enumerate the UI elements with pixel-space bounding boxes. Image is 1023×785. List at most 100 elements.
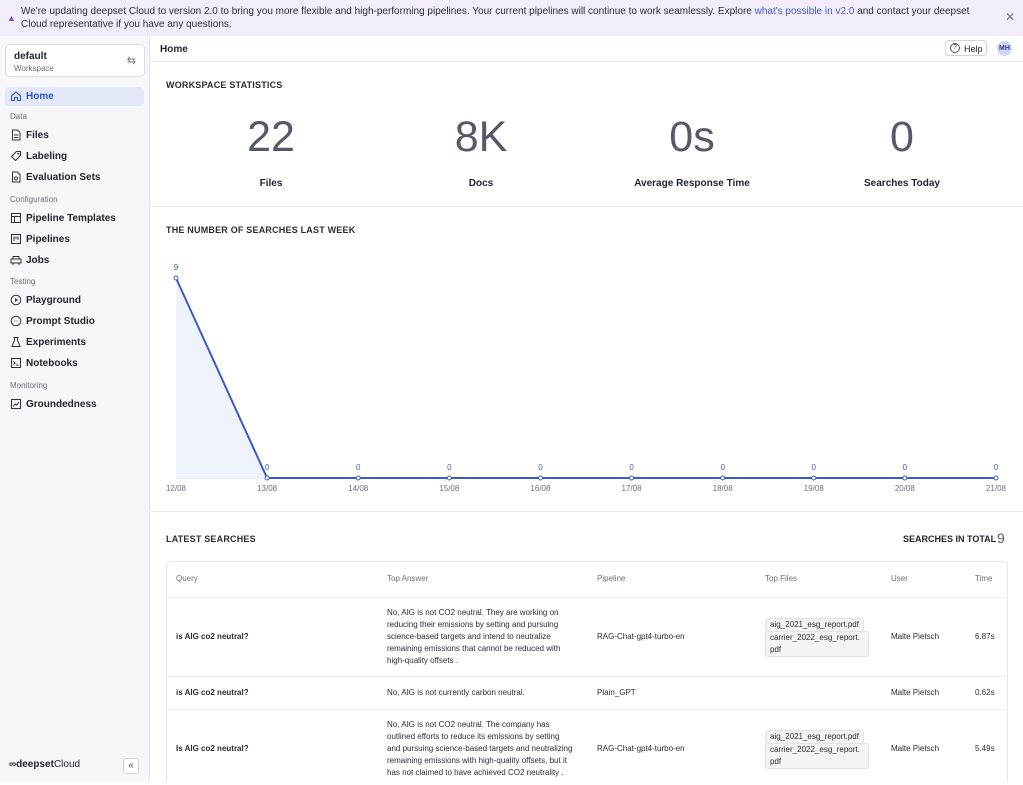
x-tick-label: 18/08: [713, 484, 734, 493]
data-point: [902, 475, 908, 481]
x-tick-label: 12/08: [166, 484, 187, 493]
play-icon: [10, 294, 22, 306]
template-icon: [11, 213, 21, 223]
column-header-pipeline: Pipeline: [597, 574, 626, 583]
file-chip-name-cont: pdf: [770, 645, 782, 654]
x-tick-label: 16/08: [530, 484, 551, 493]
question-icon: ?: [950, 43, 960, 53]
sidebar-item-label: Groundedness: [26, 399, 97, 410]
data-point: [264, 475, 270, 481]
data-point: [355, 475, 361, 481]
searches-chart: 9 12/08 0 13/08 0 14/08 0 15/08 0 16/08 0 17/08 0 18/…: [166, 263, 1007, 493]
file-chip-name: carrier_2022_esg_report.: [770, 633, 860, 642]
link-logo-icon: ∞: [9, 759, 17, 770]
sidebar-item-label: Playground: [26, 295, 82, 306]
sidebar-item-label: Prompt Studio: [26, 316, 95, 327]
brand-name: deepset: [16, 759, 54, 770]
x-tick-label: 19/08: [804, 484, 825, 493]
banner-text-start: We're updating deepset Cloud to version …: [21, 6, 755, 17]
sidebar-item-prompt-studio[interactable]: Prompt Studio: [5, 312, 144, 331]
file-chip[interactable]: aig_2021_esg_report.pdf: [765, 730, 864, 744]
file-chip-name: aig_2021_esg_report.pdf: [770, 732, 859, 741]
table-row[interactable]: is AIG co2 neutral? No, AIG is not CO2 n…: [167, 597, 1007, 676]
workspace-label: Workspace: [14, 64, 54, 73]
close-icon[interactable]: ✕: [1004, 10, 1015, 24]
help-label: Help: [964, 44, 983, 54]
sidebar-item-labeling[interactable]: Labeling: [5, 147, 144, 166]
sidebar-item-label: Pipelines: [26, 234, 70, 245]
answer-line: remaining emissions that cannot be reduc…: [387, 644, 561, 653]
file-chip[interactable]: carrier_2022_esg_report. pdf: [765, 743, 869, 769]
brand-suffix: Cloud: [53, 759, 81, 770]
user-cell: Malte Pietsch: [891, 632, 940, 641]
x-tick-label: 13/08: [257, 484, 278, 493]
sidebar-item-label: Notebooks: [26, 358, 78, 369]
double-chevron-left-icon: «: [128, 760, 134, 771]
sidebar-section-monitoring: Monitoring: [10, 381, 48, 390]
latest-searches-heading: LATEST SEARCHES: [166, 534, 256, 544]
home-icon: [10, 91, 22, 102]
sidebar-item-pipeline-templates[interactable]: Pipeline Templates: [5, 209, 144, 228]
sidebar-item-label: Labeling: [26, 151, 68, 162]
answer-line: science-based targets and intend to neut…: [387, 632, 551, 641]
series-line: [175, 277, 996, 479]
data-label: 0: [903, 463, 908, 472]
help-button[interactable]: ? Help: [945, 40, 987, 56]
file-chip[interactable]: carrier_2022_esg_report.pdf: [765, 631, 869, 657]
bell-icon: ▲: [7, 13, 16, 23]
table-row[interactable]: Is AIG co2 neutral? No, AIG is not CO2 n…: [167, 709, 1007, 785]
answer-line: and pursuing science-based targets and n…: [387, 744, 573, 753]
workspace-switcher[interactable]: default Workspace ⇆: [5, 44, 145, 77]
avatar[interactable]: MH: [997, 41, 1012, 56]
file-chip-name-cont: pdf: [770, 757, 782, 766]
data-label: 0: [812, 463, 817, 472]
answer-line: remaining emissions with high-quality of…: [387, 756, 567, 765]
column-header-time: Time: [975, 574, 993, 583]
file-chip-name: aig_2021_esg_report.pdf: [770, 620, 859, 629]
data-point: [811, 475, 817, 481]
collapse-sidebar-button[interactable]: «: [123, 758, 139, 774]
table-row[interactable]: is AIG co2 neutral? No, AIG is not curre…: [167, 676, 1007, 709]
sidebar-item-home[interactable]: Home: [5, 87, 144, 106]
sidebar-item-label: Files: [26, 130, 49, 141]
banner-link[interactable]: what's possible in v2.0: [754, 6, 855, 17]
announcement-banner: ▲ We're updating deepset Cloud to versio…: [0, 0, 1023, 36]
sidebar: default Workspace ⇆ Home Data Files Labe…: [0, 36, 150, 782]
sidebar-item-evaluation-sets[interactable]: Evaluation Sets: [5, 168, 144, 187]
sidebar-item-jobs[interactable]: Jobs: [5, 251, 144, 270]
file-icon: [12, 129, 21, 141]
sidebar-section-testing: Testing: [10, 277, 36, 286]
jobs-icon: [10, 256, 22, 265]
time-cell: 6.87s: [975, 632, 995, 641]
sidebar-item-notebooks[interactable]: Notebooks: [5, 354, 144, 373]
query-cell: Is AIG co2 neutral?: [176, 744, 249, 753]
answer-line: high-quality offsets .: [387, 656, 459, 665]
sidebar-item-label: Experiments: [26, 337, 87, 348]
answer-line: reducing their emissions by setting and …: [387, 620, 559, 629]
sidebar-item-playground[interactable]: Playground: [5, 291, 144, 310]
sidebar-item-files[interactable]: Files: [5, 126, 144, 145]
file-chip[interactable]: aig_2021_esg_report.pdf: [765, 618, 864, 632]
searches-total-value: 9: [997, 530, 1005, 546]
workspace-statistics-heading: WORKSPACE STATISTICS: [166, 80, 283, 90]
query-cell: is AIG co2 neutral?: [176, 632, 249, 641]
evaluation-file-icon: [12, 171, 21, 183]
stat-value-response-time: 0s: [669, 113, 715, 161]
data-label: 0: [356, 463, 361, 472]
data-point: [629, 475, 635, 481]
terminal-icon: [11, 358, 21, 368]
column-header-top-answer: Top Answer: [387, 574, 429, 583]
x-tick-label: 14/08: [348, 484, 369, 493]
stat-label-files: Files: [259, 178, 283, 189]
stat-value-files: 22: [247, 113, 295, 161]
pipeline-cell: Plain_GPT: [597, 688, 636, 697]
sidebar-item-label: Home: [26, 91, 54, 102]
switch-icon: ⇆: [126, 55, 136, 67]
data-label: 0: [629, 463, 634, 472]
sidebar-item-groundedness[interactable]: Groundedness: [5, 395, 144, 414]
page-title: Home: [160, 44, 188, 55]
data-label: 9: [174, 263, 179, 272]
sidebar-item-experiments[interactable]: Experiments: [5, 333, 144, 352]
pipeline-cell: RAG-Chat-gpt4-turbo-en: [597, 744, 685, 753]
sidebar-item-pipelines[interactable]: Pipelines: [5, 230, 144, 249]
